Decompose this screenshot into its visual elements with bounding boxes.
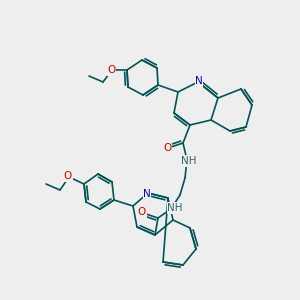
Text: O: O: [107, 65, 115, 75]
Text: N: N: [143, 189, 151, 199]
Text: NH: NH: [167, 203, 183, 213]
Text: O: O: [138, 207, 146, 217]
Text: N: N: [195, 76, 203, 86]
Text: NH: NH: [181, 156, 197, 166]
Text: O: O: [64, 171, 72, 181]
Text: O: O: [163, 143, 171, 153]
